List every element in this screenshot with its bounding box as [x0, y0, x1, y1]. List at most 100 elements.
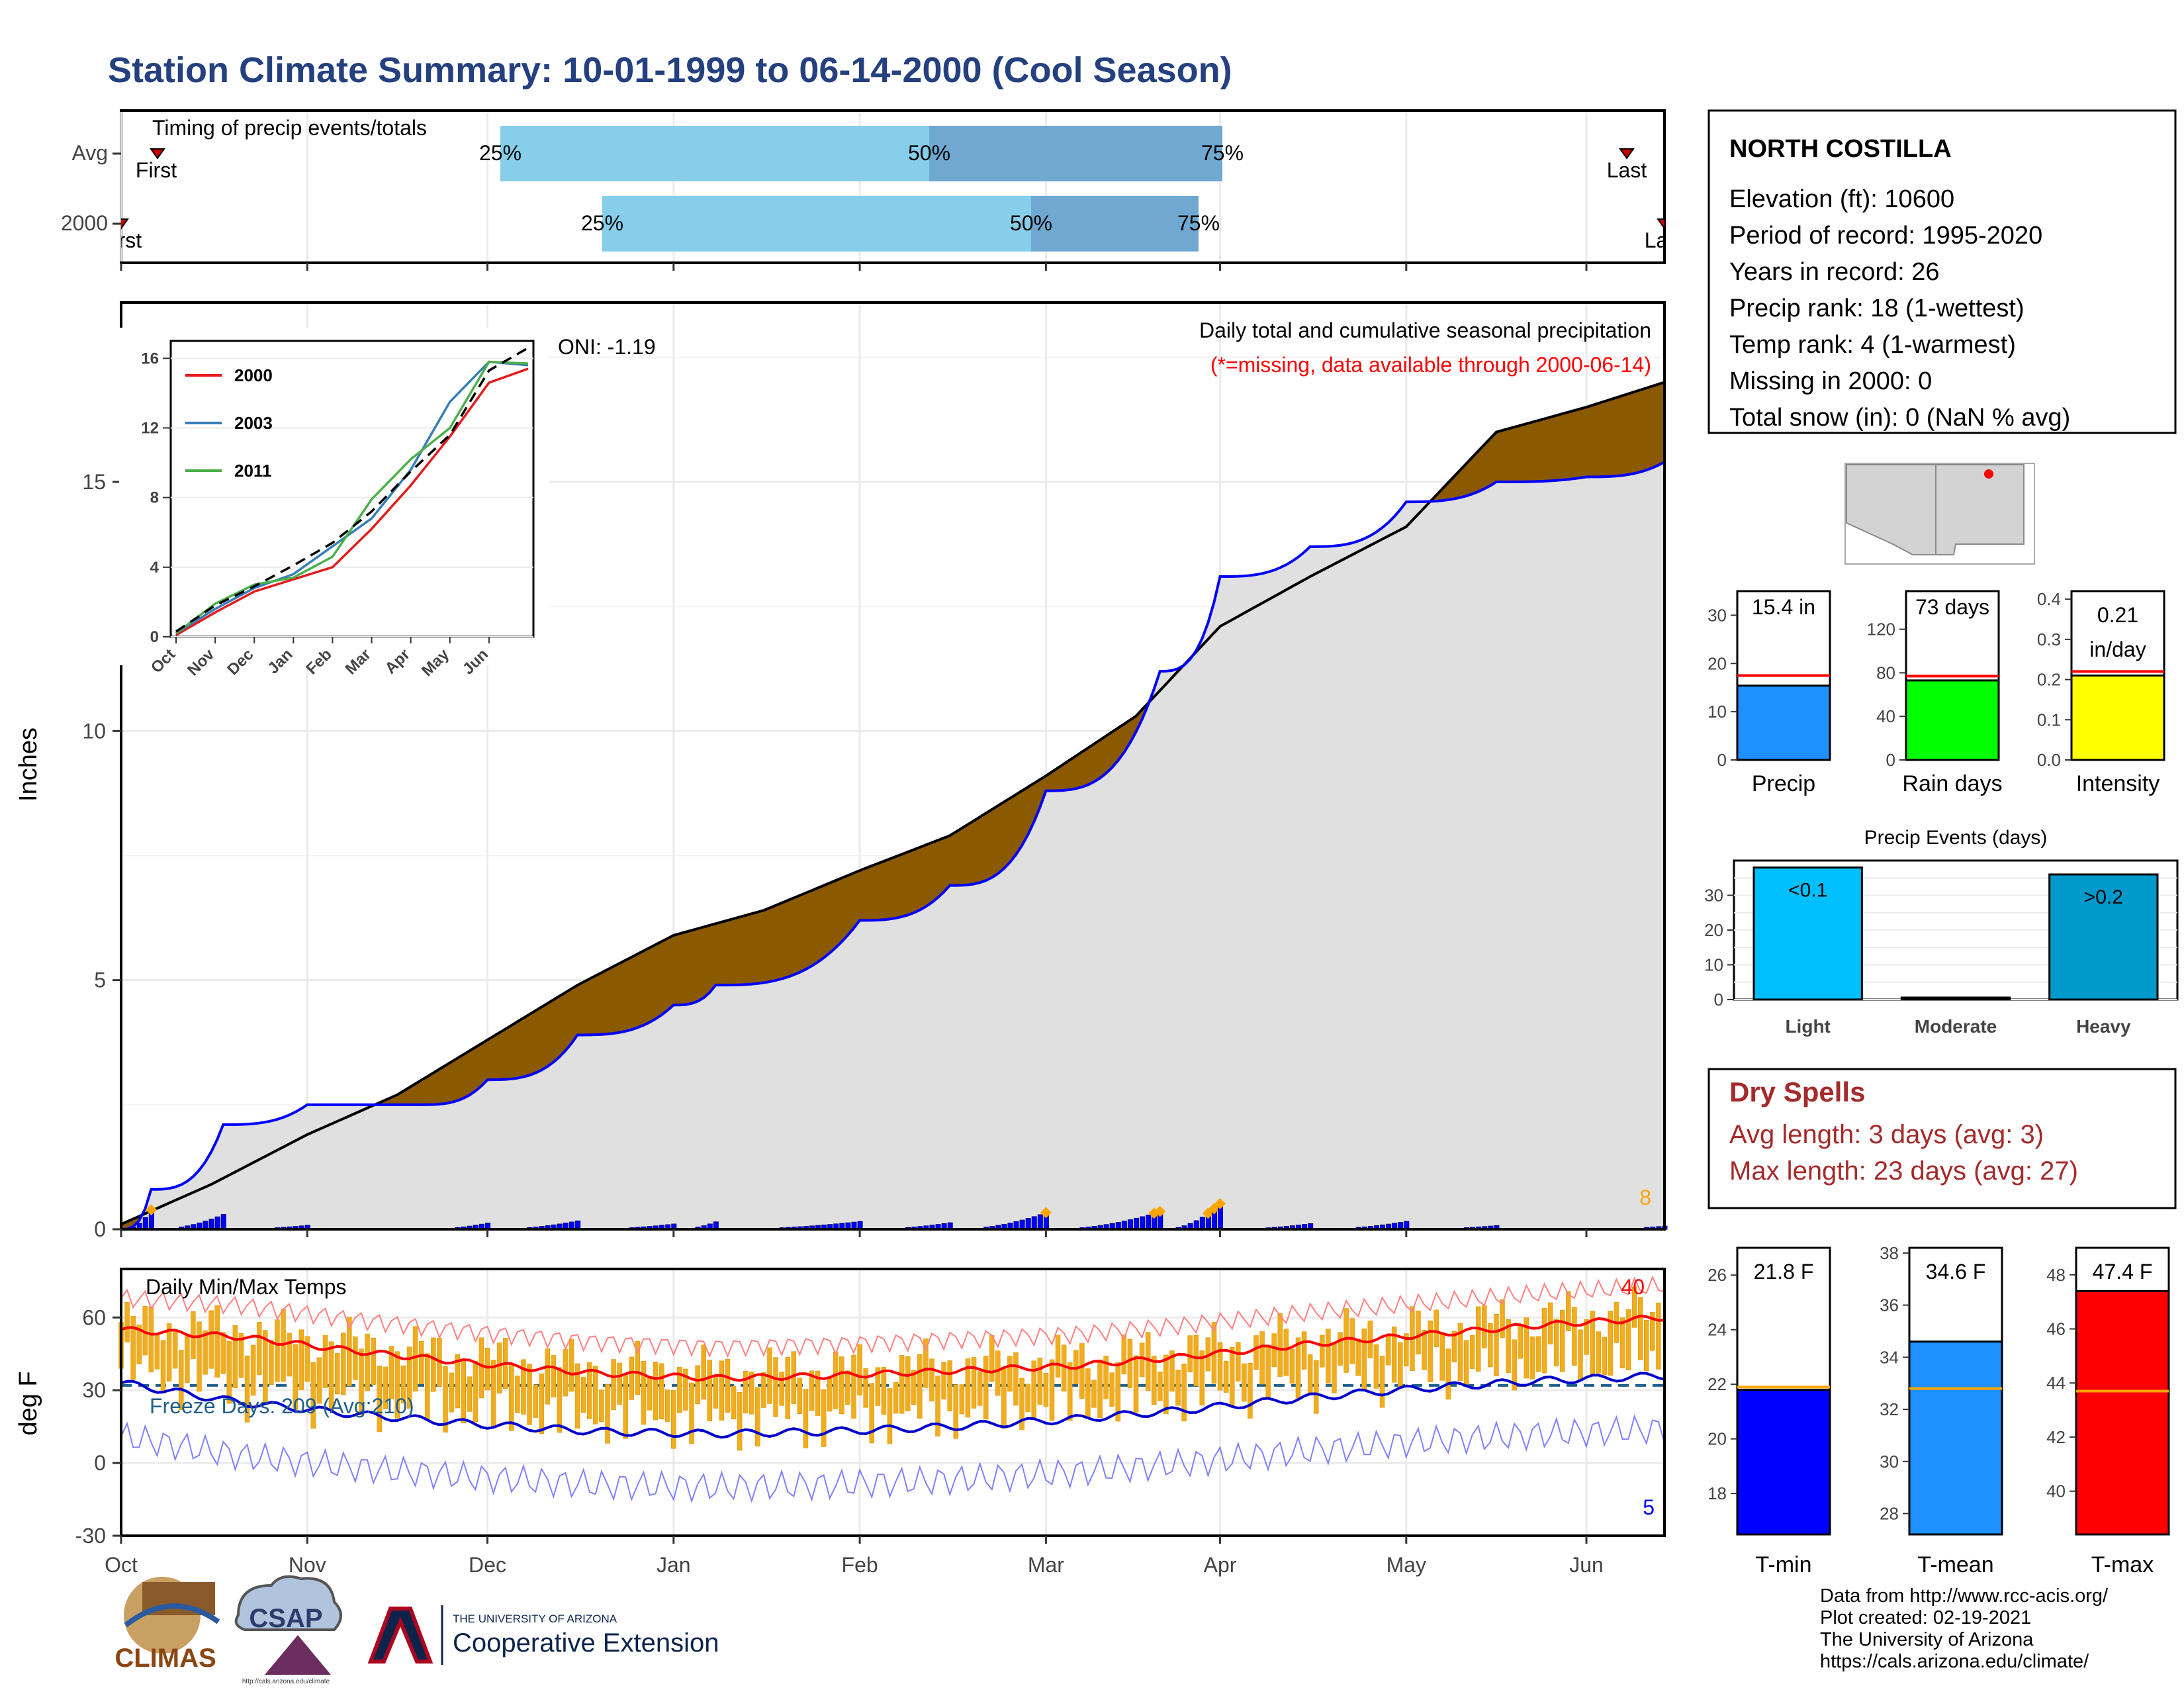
- precip-departure-fill: [613, 962, 620, 1034]
- temp-panel: -30 0 30 60 Daily Min/Max Temps Freeze Days…: [15, 1268, 1666, 1577]
- svg-text:CLIMAS: CLIMAS: [114, 1644, 216, 1673]
- precip-departure-fill: [967, 820, 974, 886]
- daily-temp-range-bar: [226, 1340, 232, 1404]
- precip-departure-fill: [553, 995, 560, 1063]
- precip-departure-fill: [601, 968, 608, 1035]
- precip-departure-fill: [1615, 395, 1623, 477]
- daily-temp-range-bar: [533, 1384, 538, 1418]
- daily-temp-range-bar: [287, 1333, 292, 1377]
- precip-departure-fill: [991, 805, 999, 878]
- daily-temp-range-bar: [1307, 1354, 1313, 1395]
- daily-temp-range-bar: [755, 1387, 760, 1447]
- daily-temp-range-bar: [353, 1336, 358, 1380]
- daily-temp-range-bar: [995, 1350, 1001, 1396]
- precip-departure-fill: [1003, 798, 1011, 870]
- csap-logo: CSAP http://cals.arizona.edu/climate: [234, 1575, 342, 1685]
- daily-temp-range-bar: [617, 1362, 622, 1405]
- precip-departure-fill: [937, 837, 944, 899]
- precip-departure-fill: [505, 1025, 512, 1080]
- daily-temp-range-bar: [1422, 1330, 1427, 1370]
- daily-temp-range-bar: [1001, 1368, 1007, 1429]
- mini-chart-tick-label: 0.2: [2037, 670, 2061, 690]
- precip-departure-fill: [1087, 743, 1095, 786]
- daily-temp-range-bar: [1259, 1331, 1265, 1385]
- precip-departure-fill: [823, 882, 831, 959]
- daily-temp-range-bar: [1277, 1313, 1283, 1377]
- daily-precip-bar: [220, 1214, 226, 1230]
- timing-avg-50: 50%: [908, 141, 950, 165]
- precip-departure-fill: [565, 988, 572, 1052]
- daily-temp-range-bar: [623, 1375, 628, 1439]
- inset-y-tick-label: 4: [150, 559, 159, 577]
- daily-temp-range-bar: [490, 1360, 496, 1427]
- daily-temp-range-bar: [1133, 1355, 1139, 1413]
- precip-departure-fill: [775, 902, 782, 981]
- precip-departure-fill: [787, 897, 794, 978]
- extreme-precip-marker: [1040, 1207, 1052, 1219]
- precip-departure-fill: [817, 884, 825, 963]
- daily-temp-range-bar: [1248, 1362, 1253, 1419]
- daily-temp-range-bar: [887, 1388, 893, 1444]
- daily-temp-range-bar: [809, 1370, 815, 1411]
- daily-temp-range-bar: [1619, 1317, 1625, 1368]
- precip-departure-fill: [1484, 437, 1491, 490]
- precip-departure-fill: [1525, 421, 1533, 483]
- temp-summary-bar: [1736, 1388, 1831, 1536]
- month-label: Apr: [1204, 1553, 1237, 1577]
- timing-row-2000: 2000: [61, 211, 108, 235]
- daily-temp-range-bar: [935, 1376, 940, 1437]
- daily-temp-range-bar: [124, 1301, 130, 1342]
- precip-departure-fill: [439, 1064, 446, 1105]
- svg-text:THE UNIVERSITY OF ARIZONA: THE UNIVERSITY OF ARIZONA: [453, 1613, 617, 1625]
- daily-temp-range-bar: [425, 1353, 430, 1421]
- timing-2000-50: 50%: [1010, 211, 1052, 235]
- timing-2000-first: First: [101, 228, 142, 252]
- daily-temp-range-bar: [1541, 1307, 1547, 1374]
- daily-temp-range-bar: [371, 1337, 376, 1385]
- daily-temp-range-bar: [1373, 1344, 1379, 1389]
- daily-temp-range-bar: [1007, 1356, 1013, 1392]
- precip-departure-fill: [679, 931, 686, 1006]
- daily-temp-range-bar: [197, 1321, 202, 1392]
- daily-temp-range-bar: [400, 1365, 406, 1403]
- daily-temp-range-bar: [359, 1348, 364, 1415]
- daily-temp-range-bar: [412, 1326, 418, 1392]
- precip-departure-fill: [655, 941, 662, 1020]
- precip-departure-fill: [463, 1050, 470, 1099]
- daily-temp-range-bar: [467, 1376, 473, 1412]
- mini-chart-tick-label: 0: [1886, 750, 1895, 770]
- month-label: Nov: [289, 1553, 326, 1577]
- daily-temp-range-bar: [647, 1376, 653, 1411]
- daily-temp-range-bar: [1049, 1359, 1055, 1421]
- precip-departure-fill: [1550, 414, 1557, 481]
- precip-departure-fill: [529, 1009, 536, 1076]
- daily-precip-bar: [208, 1219, 214, 1230]
- temp-summary-tick-label: 48: [2046, 1265, 2066, 1285]
- daily-temp-range-bar: [899, 1355, 905, 1414]
- precip-departure-fill: [445, 1061, 452, 1104]
- dry-spells-title: Dry Spells: [1729, 1076, 1865, 1107]
- daily-temp-range-bar: [130, 1316, 136, 1380]
- precip-departure-fill: [625, 957, 632, 1032]
- record-max-line: [120, 1275, 1665, 1358]
- daily-temp-range-bar: [1019, 1378, 1024, 1430]
- record-min-line: [120, 1414, 1665, 1504]
- daily-temp-range-bar: [683, 1368, 688, 1411]
- inset-legend-label: 2000: [234, 365, 273, 385]
- daily-temp-range-bar: [1518, 1325, 1523, 1359]
- daily-temp-range-bar: [250, 1344, 256, 1396]
- daily-temp-range-bar: [539, 1374, 544, 1434]
- precip-departure-fill: [931, 839, 938, 904]
- timing-avg-first-marker: [150, 148, 165, 160]
- daily-temp-range-bar: [304, 1336, 310, 1382]
- events-tick-label: 0: [1714, 990, 1723, 1009]
- inset-legend-label: 2003: [234, 413, 273, 433]
- precip-departure-fill: [493, 1032, 500, 1080]
- daily-temp-range-bar: [845, 1370, 850, 1405]
- timing-2000-early-bar: [602, 196, 1031, 252]
- daily-temp-range-bar: [509, 1365, 514, 1431]
- daily-temp-range-bar: [166, 1323, 172, 1382]
- summary-bar-charts: 0 10 20 30 15.4 in Precip 0 40 80 120 73 days Rain …: [1707, 589, 2165, 796]
- daily-temp-range-bar: [1109, 1372, 1115, 1407]
- precip-departure-fill: [1574, 408, 1581, 479]
